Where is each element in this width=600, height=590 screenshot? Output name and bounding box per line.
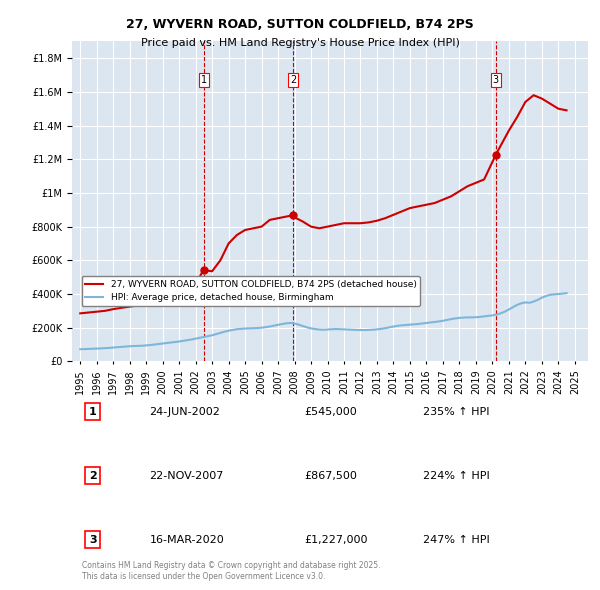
- Text: 247% ↑ HPI: 247% ↑ HPI: [423, 535, 490, 545]
- Text: £1,227,000: £1,227,000: [304, 535, 368, 545]
- Text: 16-MAR-2020: 16-MAR-2020: [149, 535, 224, 545]
- Text: 235% ↑ HPI: 235% ↑ HPI: [423, 407, 490, 417]
- Text: 2: 2: [89, 471, 97, 481]
- Text: 3: 3: [493, 75, 499, 85]
- Text: 22-NOV-2007: 22-NOV-2007: [149, 471, 224, 481]
- Text: 1: 1: [89, 407, 97, 417]
- Text: 24-JUN-2002: 24-JUN-2002: [149, 407, 220, 417]
- Text: £867,500: £867,500: [304, 471, 357, 481]
- Legend: 27, WYVERN ROAD, SUTTON COLDFIELD, B74 2PS (detached house), HPI: Average price,: 27, WYVERN ROAD, SUTTON COLDFIELD, B74 2…: [82, 276, 420, 306]
- Text: 224% ↑ HPI: 224% ↑ HPI: [423, 471, 490, 481]
- Text: 27, WYVERN ROAD, SUTTON COLDFIELD, B74 2PS: 27, WYVERN ROAD, SUTTON COLDFIELD, B74 2…: [126, 18, 474, 31]
- Text: Price paid vs. HM Land Registry's House Price Index (HPI): Price paid vs. HM Land Registry's House …: [140, 38, 460, 48]
- Text: 3: 3: [89, 535, 97, 545]
- Text: £545,000: £545,000: [304, 407, 357, 417]
- Text: 2: 2: [290, 75, 296, 85]
- Text: Contains HM Land Registry data © Crown copyright and database right 2025.
This d: Contains HM Land Registry data © Crown c…: [82, 562, 381, 581]
- Text: 1: 1: [200, 75, 206, 85]
